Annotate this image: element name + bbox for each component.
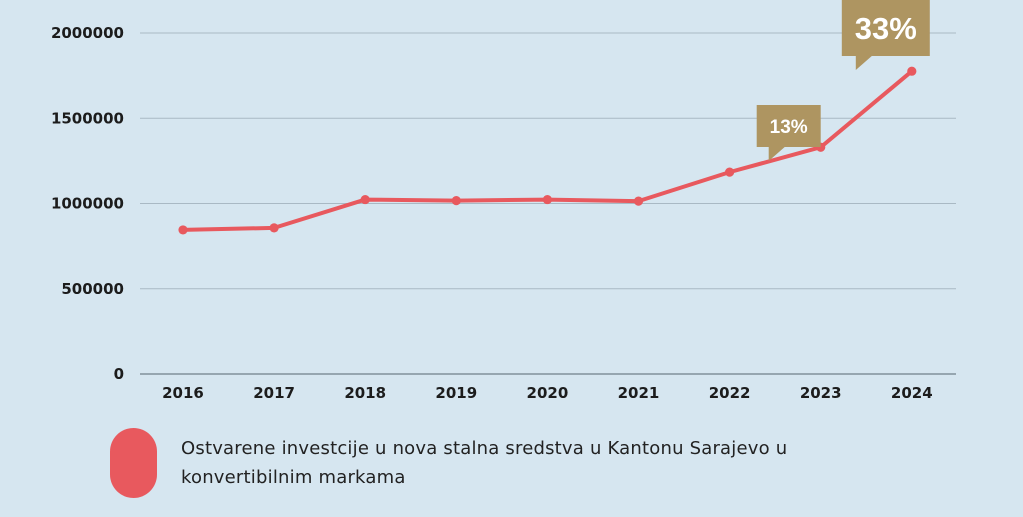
y-tick-label: 0: [114, 365, 124, 383]
data-point: [725, 167, 735, 177]
x-tick-label: 2018: [344, 384, 386, 402]
x-tick-label: 2020: [527, 384, 569, 402]
x-tick-label: 2016: [162, 384, 204, 402]
y-axis: 0 500000 1000000 1500000 2000000: [51, 24, 124, 383]
data-point: [633, 196, 644, 206]
data-point: [907, 66, 917, 76]
series-line: [181, 69, 914, 232]
x-tick-label: 2021: [618, 384, 660, 402]
y-tick-label: 1000000: [51, 195, 124, 213]
legend: Ostvarene investcije u nova stalna sreds…: [110, 428, 890, 498]
data-point: [360, 194, 370, 205]
y-tick-label: 2000000: [51, 24, 124, 42]
annotation-callout: 33%: [841, 0, 930, 70]
data-point: [269, 223, 279, 233]
annotation-callout: 13%: [756, 105, 821, 161]
series-points: [178, 66, 917, 235]
x-tick-label: 2022: [709, 384, 751, 402]
legend-label: Ostvarene investcije u nova stalna sreds…: [181, 438, 788, 488]
data-point: [542, 194, 553, 205]
callout-label: 13%: [770, 117, 808, 138]
y-tick-label: 1500000: [51, 109, 124, 127]
x-axis: 2016 2017 2018 2019 2020 2021 2022 2023 2024: [162, 384, 933, 402]
callout-label: 33%: [855, 11, 917, 46]
x-tick-label: 2017: [253, 384, 295, 402]
y-tick-label: 500000: [61, 280, 124, 298]
callout-bubble: [756, 105, 821, 161]
annotations: 13% 33%: [756, 0, 930, 161]
x-tick-label: 2024: [891, 384, 933, 402]
data-point: [451, 196, 461, 206]
legend-swatch: [110, 428, 157, 498]
x-tick-label: 2023: [800, 384, 842, 402]
x-tick-label: 2019: [435, 384, 477, 402]
data-point: [178, 225, 188, 235]
callout-bubble: [841, 0, 930, 70]
series-lines: [181, 69, 914, 232]
